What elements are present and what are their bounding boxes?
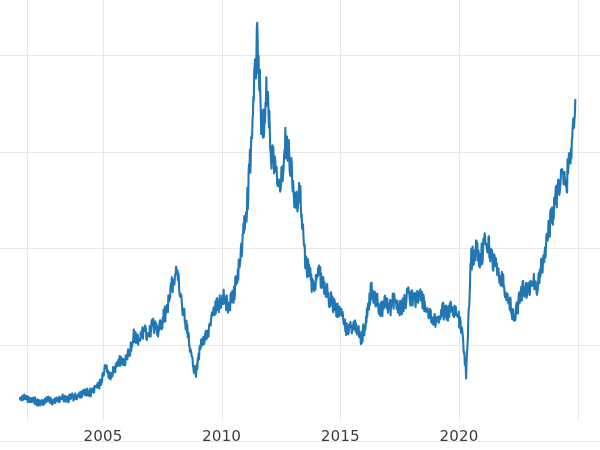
x-axis-tick-label: 2015 [320, 427, 360, 445]
x-axis-tick-label: 2005 [83, 427, 123, 445]
x-axis-tick-label: 2020 [439, 427, 479, 445]
price-series-line [18, 21, 577, 407]
horizontal-gridlines [0, 55, 600, 442]
vertical-gridlines [27, 0, 579, 420]
x-axis-tick-label: 2010 [202, 427, 242, 445]
